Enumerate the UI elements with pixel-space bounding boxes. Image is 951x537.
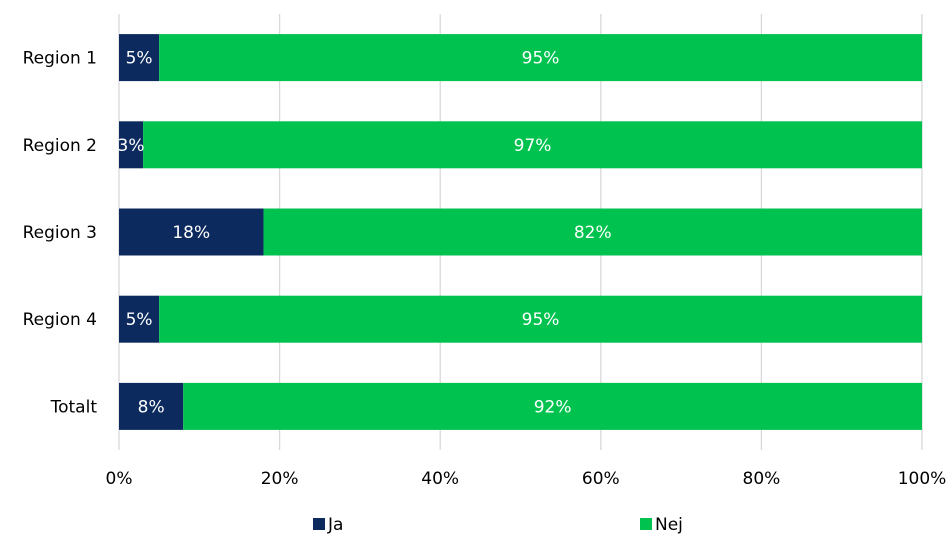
bar-ja-2	[119, 208, 264, 256]
data-label: 3%	[118, 136, 145, 156]
bars	[119, 34, 923, 430]
data-label: 8%	[138, 397, 165, 417]
x-tick-label: 60%	[582, 469, 620, 489]
bar-ja-3	[119, 295, 160, 343]
category-axis: Region 1 Region 2 Region 3 Region 4 Totalt	[23, 49, 98, 418]
bar-nej-4	[183, 382, 923, 430]
legend-label-ja: Ja	[327, 515, 343, 535]
category-label: Region 3	[23, 223, 97, 243]
data-label: 18%	[172, 223, 210, 243]
data-label: 97%	[514, 136, 552, 156]
legend-label-nej: Nej	[655, 515, 683, 535]
data-label: 5%	[126, 310, 153, 330]
bar-nej-0	[159, 34, 922, 82]
category-label: Region 4	[23, 310, 97, 330]
bar-ja-4	[119, 382, 184, 430]
x-tick-label: 20%	[261, 469, 299, 489]
category-label: Region 2	[23, 136, 97, 156]
data-label: 5%	[126, 49, 153, 69]
category-label: Totalt	[50, 397, 98, 417]
bar-ja-0	[119, 34, 160, 82]
bar-nej-1	[143, 121, 923, 169]
legend-swatch-ja	[313, 518, 325, 530]
x-tick-label: 80%	[743, 469, 781, 489]
x-tick-label: 100%	[898, 469, 947, 489]
bar-nej-2	[263, 208, 922, 256]
legend-swatch-nej	[640, 518, 652, 530]
data-label: 95%	[522, 49, 560, 69]
data-labels: 5% 95% 3% 97% 18% 82% 5% 95% 8% 92%	[118, 49, 612, 418]
bar-nej-3	[159, 295, 922, 343]
data-label: 92%	[534, 397, 572, 417]
x-tick-label: 40%	[421, 469, 459, 489]
data-label: 82%	[574, 223, 612, 243]
category-label: Region 1	[23, 49, 97, 69]
value-axis: 0% 20% 40% 60% 80% 100%	[106, 469, 947, 489]
legend: Ja Nej	[313, 515, 683, 535]
x-tick-label: 0%	[106, 469, 133, 489]
bar-ja-1	[119, 121, 144, 169]
data-label: 95%	[522, 310, 560, 330]
